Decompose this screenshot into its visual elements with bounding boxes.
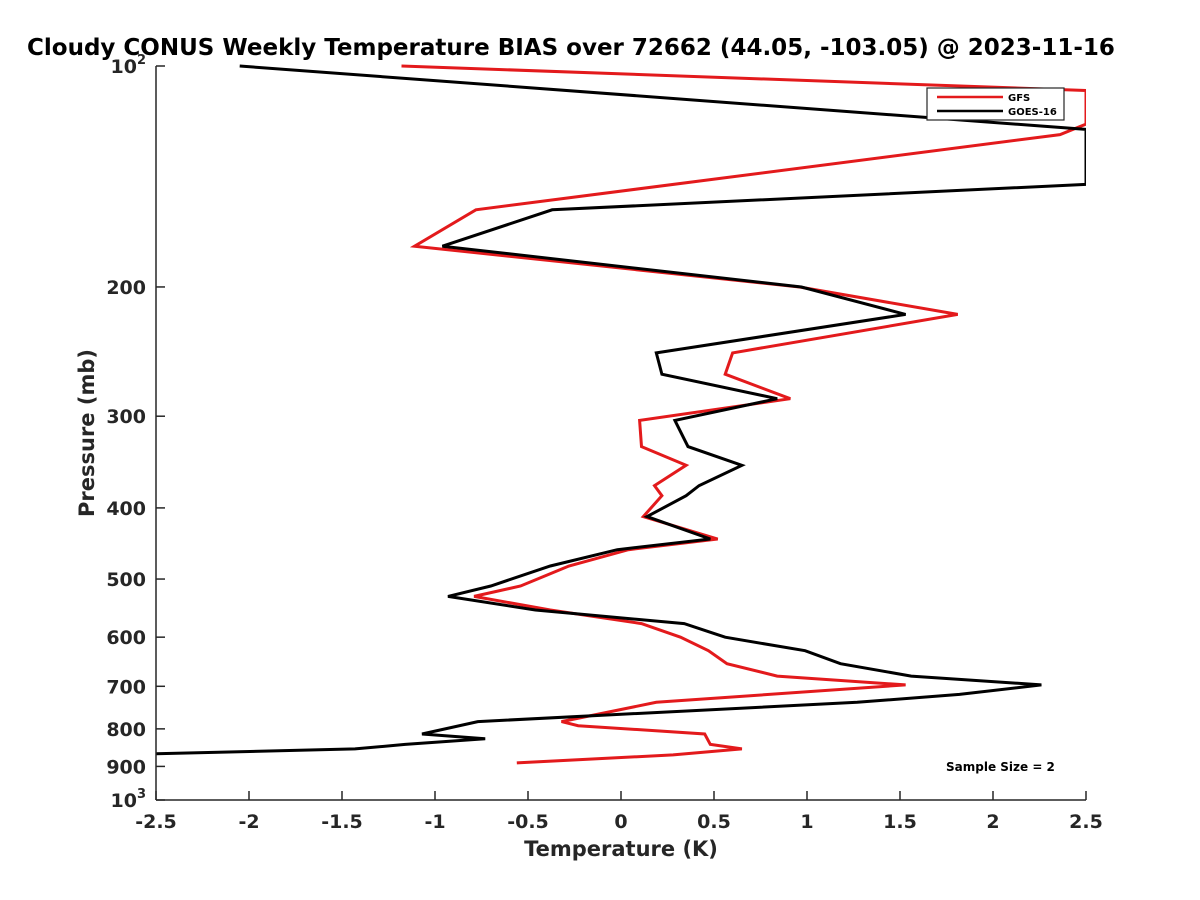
y-axis-label: Pressure (mb) xyxy=(75,349,99,517)
x-tick-label: 0 xyxy=(614,811,627,833)
legend-label-gfs: GFS xyxy=(1008,93,1030,104)
series-line-gfs xyxy=(401,64,1086,765)
chart-title: Cloudy CONUS Weekly Temperature BIAS ove… xyxy=(27,35,1115,61)
y-tick-label: 500 xyxy=(106,569,146,591)
x-tick-label: -1 xyxy=(424,811,445,833)
y-tick-label: 800 xyxy=(106,719,146,741)
x-tick-label: 2.5 xyxy=(1069,811,1103,833)
legend-box xyxy=(926,87,1065,121)
series-line-goes16 xyxy=(156,64,1086,756)
axes-layer: -2.5 -2 -1.5 -1 -0.5 0 0.5 1 1.5 2 2.5 102 200 300 400… xyxy=(106,53,1103,833)
y-tick-label: 103 xyxy=(111,787,147,812)
sample-size-annotation: Sample Size = 2 xyxy=(946,760,1055,774)
y-tick-label: 102 xyxy=(111,53,147,78)
x-tick-label: 1 xyxy=(800,811,813,833)
y-tick-label: 300 xyxy=(106,406,146,428)
x-tick-label: -2.5 xyxy=(135,811,177,833)
plot-area: -2.5 -2 -1.5 -1 -0.5 0 0.5 1 1.5 2 2.5 102 200 300 400… xyxy=(106,53,1103,833)
y-tick-label: 600 xyxy=(106,627,146,649)
x-tick-label: 1.5 xyxy=(883,811,917,833)
x-tick-label: -0.5 xyxy=(507,811,549,833)
series-layer xyxy=(156,64,1086,765)
x-tick-label: -2 xyxy=(238,811,259,833)
legend-label-goes16: GOES-16 xyxy=(1008,107,1057,118)
x-tick-label: 2 xyxy=(986,811,999,833)
y-tick-label: 200 xyxy=(106,277,146,299)
x-tick-label: -1.5 xyxy=(321,811,363,833)
y-tick-label: 900 xyxy=(106,756,146,778)
legend: GFS GOES-16 xyxy=(926,87,1065,121)
plot-background xyxy=(156,66,1086,800)
y-tick-label: 400 xyxy=(106,498,146,520)
x-axis-label: Temperature (K) xyxy=(524,837,718,861)
y-tick-label: 700 xyxy=(106,676,146,698)
x-tick-label: 0.5 xyxy=(697,811,731,833)
